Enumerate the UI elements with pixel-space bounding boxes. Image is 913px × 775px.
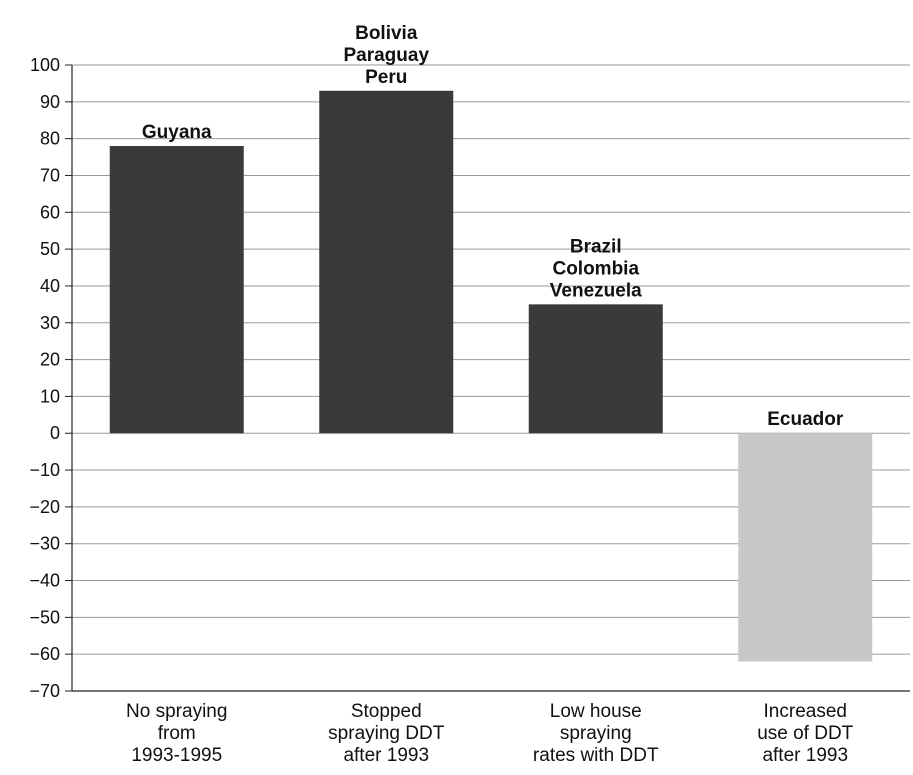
y-tick-label: −70 [29,681,60,701]
y-tick-label: 0 [50,423,60,443]
bar-data-label: Ecuador [767,409,844,430]
y-tick-label: 40 [40,276,60,296]
x-category-label: after 1993 [343,745,429,766]
x-category-label: No spraying [126,701,227,722]
y-tick-label: −60 [29,644,60,664]
bar-data-label: Colombia [552,258,639,279]
y-tick-label: 90 [40,92,60,112]
y-tick-label: 60 [40,202,60,222]
y-tick-label: 70 [40,165,60,185]
bar-data-label: Brazil [570,236,622,257]
x-category-label: Low house [550,701,642,722]
x-category-label: use of DDT [757,723,853,744]
bar-data-label: Venezuela [550,280,642,301]
y-tick-label: −10 [29,460,60,480]
y-tick-label: −50 [29,607,60,627]
y-tick-label: −20 [29,497,60,517]
x-category-label: Increased [764,701,847,722]
x-category-label: spraying [560,723,632,744]
bar [319,90,454,434]
y-tick-label: 10 [40,386,60,406]
bar [528,304,663,434]
x-category-label: from [158,723,196,744]
y-tick-label: 80 [40,129,60,149]
y-tick-label: −40 [29,571,60,591]
y-tick-label: 100 [30,55,60,75]
y-tick-label: 50 [40,239,60,259]
y-tick-label: 30 [40,313,60,333]
x-category-label: 1993-1995 [131,745,222,766]
x-category-label: spraying DDT [328,723,445,744]
bar [109,146,244,434]
bar-data-label: Bolivia [355,23,418,44]
y-tick-label: −30 [29,534,60,554]
y-tick-label: 20 [40,350,60,370]
bar [738,433,873,662]
bar-data-label: Paraguay [343,45,429,66]
x-category-label: rates with DDT [533,745,659,766]
x-category-label: Stopped [351,701,422,722]
bar-data-label: Peru [365,67,407,88]
x-category-label: after 1993 [762,745,848,766]
bar-data-label: Guyana [142,122,212,143]
